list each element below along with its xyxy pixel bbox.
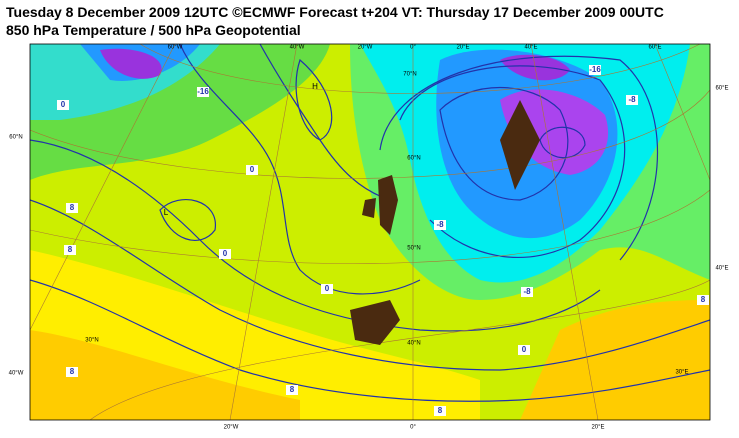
contour-label: 0 bbox=[223, 249, 228, 258]
contour-label-bg bbox=[434, 220, 446, 230]
graticule-label: 30°E bbox=[675, 370, 688, 376]
contour-label: 8 bbox=[438, 406, 443, 415]
pressure-center: H bbox=[312, 82, 318, 91]
graticule-label: 20°E bbox=[591, 425, 604, 431]
contour-label-bg bbox=[64, 245, 76, 255]
graticule-label: 60°W bbox=[168, 45, 183, 51]
field bbox=[30, 44, 710, 420]
graticule-label: 50°N bbox=[407, 246, 420, 252]
contour-label-bg bbox=[321, 284, 333, 294]
contour-label: -8 bbox=[436, 220, 444, 229]
contour-label: 8 bbox=[701, 295, 706, 304]
graticule-label: 20°W bbox=[358, 45, 373, 51]
graticule-label: 40°N bbox=[407, 341, 420, 347]
contour-label: 0 bbox=[250, 165, 255, 174]
contour-label-bg bbox=[66, 203, 78, 213]
title: Tuesday 8 December 2009 12UTC ©ECMWF For… bbox=[6, 4, 664, 20]
graticule-label: 40°W bbox=[290, 45, 305, 51]
contour-label: 8 bbox=[70, 203, 75, 212]
contour-label-bg bbox=[626, 95, 638, 105]
contour-label: -16 bbox=[197, 87, 209, 96]
contour-label-bg bbox=[434, 406, 446, 416]
contour-label-bg bbox=[589, 65, 601, 75]
contour-label-bg bbox=[66, 367, 78, 377]
contour-label: 0 bbox=[522, 345, 527, 354]
graticule-label: 60°N bbox=[407, 156, 420, 162]
graticule-label: 40°E bbox=[715, 266, 728, 272]
graticule bbox=[30, 44, 710, 420]
graticule-label: 70°N bbox=[403, 72, 416, 78]
contour-label: 8 bbox=[290, 385, 295, 394]
graticule-label: 40°W bbox=[9, 371, 24, 377]
contour-label: 8 bbox=[70, 367, 75, 376]
pressure-center: L bbox=[164, 208, 169, 217]
contour-label-bg bbox=[286, 385, 298, 395]
contours bbox=[30, 44, 710, 402]
contour-label-bg bbox=[521, 287, 533, 297]
graticule-label: 30°N bbox=[85, 338, 98, 344]
map-frame bbox=[29, 43, 711, 421]
contour-label-bg bbox=[57, 100, 69, 110]
contour-label-bg bbox=[518, 345, 530, 355]
graticule-label: 60°E bbox=[715, 86, 728, 92]
contour-label: 8 bbox=[68, 245, 73, 254]
graticule-label: 40°E bbox=[524, 45, 537, 51]
contour-label: 0 bbox=[61, 100, 66, 109]
graticule-label: 0° bbox=[410, 425, 416, 431]
contour-label-bg bbox=[697, 295, 709, 305]
subtitle: 850 hPa Temperature / 500 hPa Geopotenti… bbox=[6, 22, 301, 38]
contour-label-bg bbox=[197, 87, 209, 97]
graticule-label: 20°W bbox=[224, 425, 239, 431]
graticule-label: 0° bbox=[410, 45, 416, 51]
contour-label: -8 bbox=[523, 287, 531, 296]
graticule-label: 60°E bbox=[648, 45, 661, 51]
contour-label: 0 bbox=[325, 284, 330, 293]
contour-label: -16 bbox=[589, 65, 601, 74]
contour-label: -8 bbox=[628, 95, 636, 104]
contour-label-bg bbox=[219, 249, 231, 259]
graticule-label: 60°N bbox=[9, 135, 22, 141]
contour-label-bg bbox=[246, 165, 258, 175]
graticule-label: 20°E bbox=[456, 45, 469, 51]
coastlines bbox=[350, 100, 540, 345]
